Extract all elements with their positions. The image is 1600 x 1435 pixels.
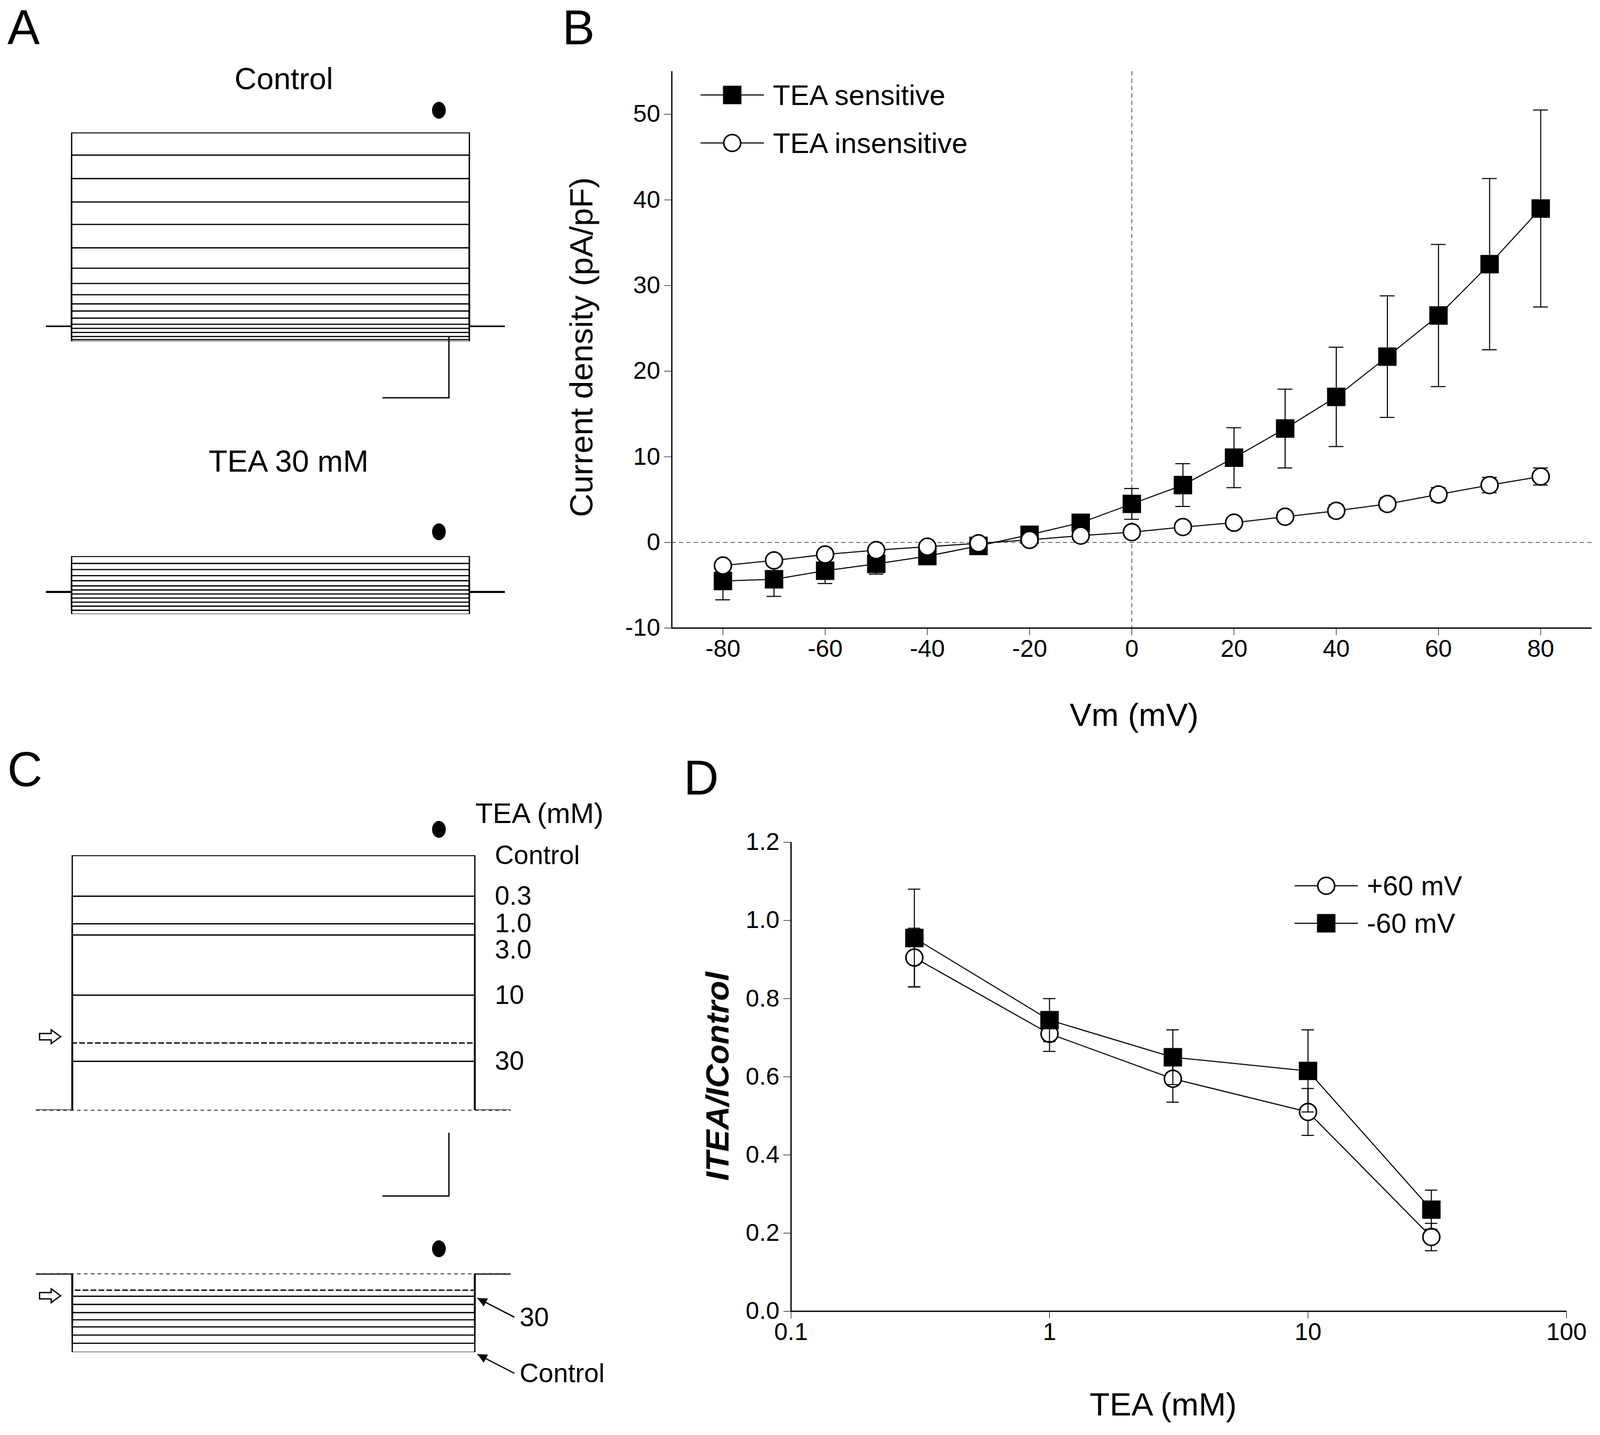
svg-text:50: 50 [633,99,660,128]
html-text:10: 10 [494,979,525,1010]
svg-text:0.8: 0.8 [745,984,780,1012]
svg-text:0.6: 0.6 [745,1062,780,1090]
svg-text:0.1: 0.1 [774,1317,809,1346]
svg-text:100: 100 [1546,1317,1587,1346]
html-text:30: 30 [494,1046,525,1076]
svg-text:0.4: 0.4 [745,1140,780,1168]
svg-text:1: 1 [1042,1317,1057,1346]
svg-text:40: 40 [1322,634,1350,663]
html-text:TEA sensitive: TEA sensitive [772,79,946,111]
html-text:TEA 30 mM: TEA 30 mM [208,443,369,478]
svg-text:1.0: 1.0 [745,905,780,934]
html-text:Current density (pA/pF): Current density (pA/pF) [562,177,600,518]
svg-text:-20: -20 [1011,634,1047,663]
svg-text:0: 0 [646,528,661,556]
html-text:TEA (mM): TEA (mM) [1089,1385,1237,1423]
html-text:30: 30 [519,1302,549,1332]
html-text:B: B [562,0,595,55]
svg-text:0.0: 0.0 [745,1296,780,1325]
svg-text:80: 80 [1527,634,1555,663]
svg-text:-80: -80 [705,634,741,663]
svg-text:10: 10 [633,442,660,471]
html-text:Control: Control [519,1358,605,1388]
html-text:Control: Control [234,61,334,96]
html-text:TEA insensitive: TEA insensitive [772,127,968,159]
html-text:TEA (mM): TEA (mM) [475,797,604,829]
html-text:C: C [7,742,43,797]
html-text:A: A [7,0,40,55]
svg-text:20: 20 [633,356,660,385]
html-text:ITEA/IControl: ITEA/IControl [698,971,736,1181]
html-text:-60 mV: -60 mV [1366,907,1456,939]
svg-text:-10: -10 [625,613,660,641]
svg-text:-60: -60 [807,634,843,663]
svg-text:-40: -40 [909,634,945,663]
html-text:Control: Control [494,840,580,870]
html-text:1.0: 1.0 [494,908,532,939]
html-text:Vm (mV): Vm (mV) [1069,696,1199,733]
svg-text:0.2: 0.2 [745,1218,780,1247]
svg-text:0: 0 [1125,634,1139,663]
svg-text:60: 60 [1424,634,1452,663]
html-text:D: D [683,750,719,805]
html-text:0.3: 0.3 [494,881,532,911]
svg-text:40: 40 [633,185,660,214]
svg-text:1.2: 1.2 [745,827,780,856]
html-text:+60 mV: +60 mV [1366,870,1463,902]
svg-text:30: 30 [633,271,660,299]
svg-text:20: 20 [1220,634,1248,663]
svg-text:10: 10 [1294,1317,1322,1346]
html-text:3.0: 3.0 [494,934,532,965]
